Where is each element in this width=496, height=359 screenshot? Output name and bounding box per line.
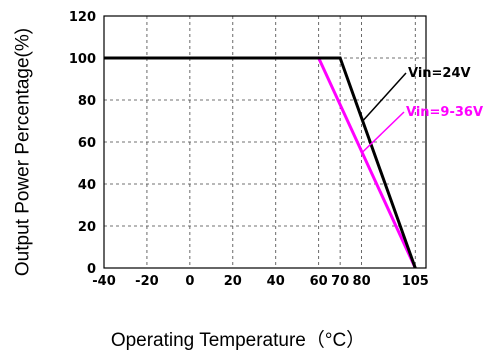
y-tick-label: 100 <box>69 52 96 67</box>
series-group <box>104 56 417 269</box>
grid-lines <box>103 15 426 269</box>
x-tick-labels: -40 -20 0 20 40 60 70 80 105 <box>92 274 429 289</box>
y-tick-label: 60 <box>78 136 96 151</box>
y-tick-labels: 0 20 40 60 80 100 120 <box>69 10 96 277</box>
leader-line-vin-9-36v <box>361 111 405 154</box>
leader-line-vin-24v <box>362 72 407 122</box>
y-axis-label: Output Power Percentage(%) <box>13 28 34 276</box>
series-annotations: Vin=24V Vin=9-36V <box>361 66 483 154</box>
x-tick-label: 80 <box>353 274 371 289</box>
y-tick-label: 20 <box>78 220 96 235</box>
x-tick-label: 105 <box>402 274 429 289</box>
x-tick-label: 20 <box>224 274 242 289</box>
x-tick-label: -40 <box>92 274 116 289</box>
y-tick-label: 0 <box>87 262 96 277</box>
y-tick-label: 80 <box>78 94 96 109</box>
x-tick-label: -20 <box>135 274 159 289</box>
y-tick-label: 120 <box>69 10 96 25</box>
annotation-vin-24v: Vin=24V <box>408 66 471 81</box>
plot-frame <box>103 15 427 269</box>
x-tick-label: 70 <box>331 274 349 289</box>
series-line-vin-24v <box>104 56 417 269</box>
series-line-vin-9-36v <box>317 57 417 269</box>
x-tick-label: 60 <box>310 274 328 289</box>
annotation-vin-9-36v: Vin=9-36V <box>406 105 483 120</box>
x-tick-label: 0 <box>185 274 194 289</box>
x-tick-label: 40 <box>267 274 285 289</box>
x-axis-label: Operating Temperature（°C） <box>111 329 365 351</box>
y-tick-label: 40 <box>78 178 96 193</box>
